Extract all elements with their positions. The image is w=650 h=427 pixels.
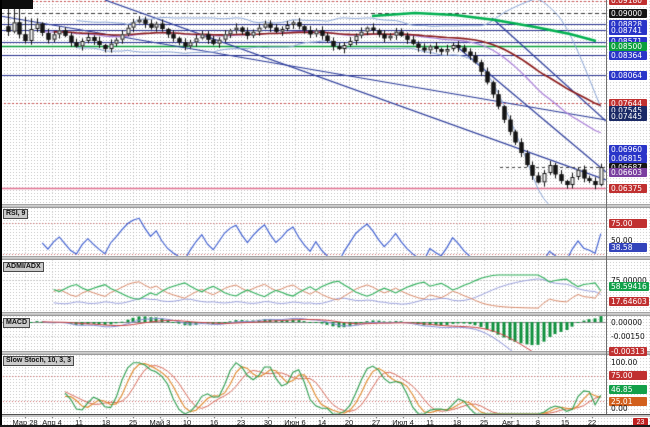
- scale-value-label: 0.06603: [609, 168, 647, 177]
- scale-value-label: 0.07445: [609, 112, 647, 121]
- pane-separator[interactable]: [0, 351, 650, 355]
- scale-value-label: 17.64603: [609, 297, 649, 306]
- time-label: 10: [182, 418, 192, 427]
- time-label: Апр 4: [42, 418, 62, 427]
- scale-value-label: 75.00: [609, 219, 647, 228]
- time-axis[interactable]: 23 Мар 28 Апр 4 11 18 25 Май 3 10 16 23 30 Июн 6 14…: [0, 414, 650, 427]
- scale-value-label: 0.06687: [609, 163, 647, 172]
- scale-level-label: 0.00000: [611, 318, 643, 327]
- time-label: Июл 4: [392, 418, 414, 427]
- time-label: Июн 6: [284, 418, 306, 427]
- scale-level-label: -0.00150: [611, 332, 645, 341]
- scale-value-label: 0.08064: [609, 71, 647, 80]
- scale-value-label: 0.08741: [609, 26, 647, 35]
- scale-value-label: -0.00313: [609, 347, 647, 356]
- indicator-title-stoch: Slow Stoch, 10, 3, 3: [3, 356, 74, 366]
- time-label: 22: [587, 418, 597, 427]
- scale-value-label: 25.01: [609, 397, 647, 406]
- pane-separator[interactable]: [0, 204, 650, 208]
- scale-value-label: 0.06960: [609, 145, 647, 154]
- time-label: Май 3: [149, 418, 171, 427]
- time-label: 18: [452, 418, 462, 427]
- time-label: 11: [75, 418, 83, 427]
- time-label: 11: [426, 418, 434, 427]
- time-label: 15: [560, 418, 570, 427]
- time-label: Авг 1: [502, 418, 520, 427]
- time-label: 14: [317, 418, 327, 427]
- pane-separator[interactable]: [0, 312, 650, 316]
- scale-value-label: 75.00: [609, 371, 647, 380]
- scale-value-label: 0.08571: [609, 37, 647, 46]
- indicator-title-rsi: RSI, 9: [3, 209, 29, 219]
- window-border-left: [0, 0, 2, 427]
- time-label: 25: [479, 418, 489, 427]
- scale-value-label: 0.09000: [609, 9, 647, 18]
- time-label: 25: [128, 418, 138, 427]
- pane-separator[interactable]: [0, 256, 650, 260]
- time-label: 20: [344, 418, 354, 427]
- time-label: 18: [101, 418, 111, 427]
- scale-level-label: 100.00: [611, 358, 638, 367]
- scale-level-label: 0.00: [611, 404, 628, 413]
- time-label: 27: [371, 418, 381, 427]
- scale-value-label: 58.59416: [609, 282, 649, 291]
- scale-value-label: 0.06815: [609, 154, 647, 163]
- scale-value-label: 0.07545: [609, 106, 647, 115]
- window-border-bottom: [0, 425, 650, 427]
- time-label: Мар 28: [12, 418, 38, 427]
- indicator-title-macd: MACD: [3, 318, 30, 328]
- scale-value-label: 38.58: [609, 243, 647, 252]
- time-label: 30: [263, 418, 273, 427]
- scale-level-label: 50.00: [611, 236, 633, 245]
- time-label: 23: [236, 418, 246, 427]
- scale-value-label: 0.08828: [609, 20, 647, 29]
- symbol-label: [2, 0, 33, 9]
- scale-value-label: 46.85: [609, 385, 647, 394]
- scale-value-label: 0.07644: [609, 99, 647, 108]
- indicator-title-adx: ADMI/ADX: [3, 262, 44, 272]
- current-time-badge: 23: [633, 418, 648, 427]
- scale-value-label: 0.06375: [609, 184, 647, 193]
- scale-value-label: 0.08500: [609, 42, 647, 51]
- scale-value-label: 0.08364: [609, 51, 647, 60]
- scale-level-label: 75.00000: [611, 276, 647, 285]
- time-label: 16: [209, 418, 219, 427]
- time-label: 8: [535, 418, 541, 427]
- scale-value-label: 0.09180: [609, 0, 647, 5]
